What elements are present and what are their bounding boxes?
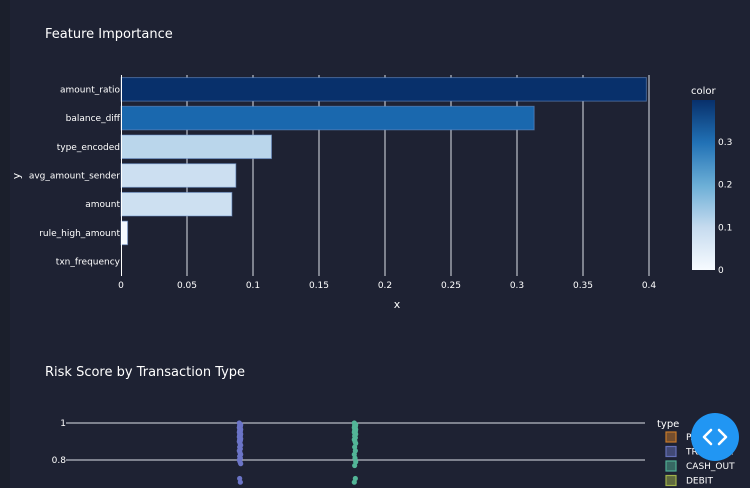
point-transfer [238, 461, 244, 467]
y-tick-label-balance_diff: balance_diff [66, 114, 121, 124]
code-toggle-button[interactable] [691, 413, 739, 461]
bar-amount [120, 191, 233, 217]
feature-importance-x-tick-labels: 0 0.05 0.1 0.15 0.2 0.25 0.3 0.35 0.4 [118, 281, 656, 291]
legend-label-debit: DEBIT [686, 477, 713, 487]
bar-amount_ratio [120, 77, 647, 102]
x-tick-label: 0.2 [378, 281, 392, 291]
x-tick-label: 0.3 [510, 281, 524, 291]
risk-score-title: Risk Score by Transaction Type [45, 365, 245, 380]
feature-importance-gridlines [186, 75, 650, 276]
y-tick-label-type_encoded: type_encoded [57, 143, 120, 153]
risk-score-points [236, 420, 359, 485]
colorbar-title: color [691, 86, 717, 97]
feature-importance-y-axis-title: y [10, 172, 23, 179]
colorbar-tick-label: 0.2 [718, 181, 732, 191]
feature-importance-x-axis-title: x [394, 298, 401, 311]
point-cash_out [351, 479, 357, 485]
x-tick-label: 0 [118, 281, 124, 291]
x-tick-label: 0.05 [177, 281, 197, 291]
legend-swatch-transfer [665, 445, 677, 458]
point-transfer [237, 479, 243, 485]
point-cash_out [352, 462, 358, 469]
colorbar-tick-label: 0.1 [718, 223, 732, 233]
colorbar [692, 100, 715, 270]
bar-type_encoded [120, 134, 272, 160]
y-tick-label-txn_frequency: txn_frequency [56, 258, 121, 268]
x-tick-label: 0.25 [441, 281, 461, 291]
legend-title: type [657, 419, 679, 430]
y-tick-label-rule_high_amount: rule_high_amount [39, 229, 120, 239]
risk-score-gridlines: 10.8 [52, 419, 645, 466]
legend-swatch-payment [665, 431, 677, 443]
bar-avg_amount_sender [120, 163, 237, 188]
x-tick-label: 0.1 [246, 281, 260, 291]
bar-balance_diff [120, 105, 535, 131]
colorbar-ticks: 0 0.1 0.2 0.3 [718, 138, 732, 276]
colorbar-tick-label: 0 [718, 266, 724, 276]
y-tick-label-amount_ratio: amount_ratio [60, 85, 120, 95]
y-tick-label: 1 [60, 419, 66, 429]
y-tick-label: 0.8 [52, 456, 67, 466]
legend-swatch-cash_out [665, 460, 677, 472]
x-tick-label: 0.15 [309, 281, 329, 291]
x-tick-label: 0.35 [573, 281, 593, 291]
code-brackets-icon [702, 428, 728, 446]
colorbar-tick-label: 0.3 [718, 138, 732, 148]
feature-importance-bars [120, 77, 647, 246]
y-tick-label-amount: amount [85, 200, 120, 210]
y-tick-label-avg_amount_sender: avg_amount_sender [29, 172, 120, 182]
legend-label-cash_out: CASH_OUT [686, 462, 735, 472]
legend-swatch-debit [665, 474, 677, 487]
feature-importance-title: Feature Importance [45, 27, 173, 42]
feature-importance-y-tick-labels: amount_ratio balance_diff type_encoded avg_… [29, 85, 121, 267]
x-tick-label: 0.4 [642, 281, 657, 291]
